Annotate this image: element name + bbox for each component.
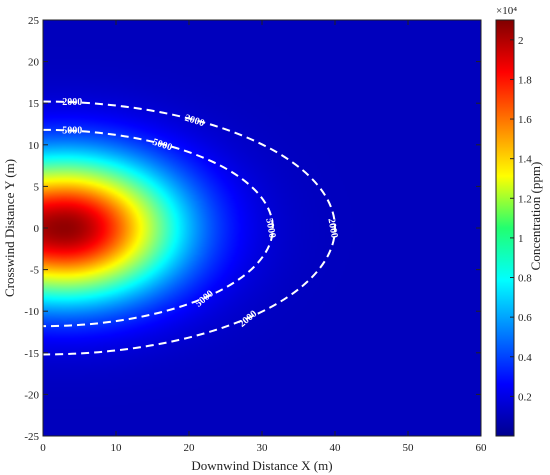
y-tick-label: 5: [34, 181, 40, 193]
colorbar-tick-label: 0.4: [518, 352, 532, 364]
x-tick-label: 10: [111, 442, 123, 454]
x-tick-label: 60: [476, 442, 488, 454]
contour-label: 2000: [325, 217, 339, 239]
colorbar-tick-label: 1.8: [518, 74, 532, 86]
y-tick-label: 15: [28, 98, 40, 110]
contour-line-5000: [43, 128, 274, 328]
y-tick-label: 0: [34, 223, 40, 235]
x-tick-label: 40: [330, 442, 342, 454]
y-tick-label: 20: [28, 57, 40, 69]
x-tick-label: 30: [257, 442, 269, 454]
colorbar-gradient: [495, 19, 515, 437]
colorbar-tick-label: 1.6: [518, 114, 532, 126]
y-axis-label: Crosswind Distance Y (m): [2, 159, 17, 297]
heatmap-field: [43, 20, 481, 436]
x-axis-label: Downwind Distance X (m): [191, 458, 332, 473]
colorbar-label: Concentration (ppm): [528, 162, 543, 271]
contour-label: 2000: [62, 97, 82, 108]
y-tick-label: -10: [24, 306, 39, 318]
y-tick-label: -20: [24, 389, 39, 401]
x-tick-label: 0: [40, 442, 46, 454]
colorbar-tick-label: 2: [518, 35, 524, 47]
x-axis-ticks: 0 10 20 30 40 50 60: [40, 20, 487, 454]
y-tick-label: -15: [24, 348, 39, 360]
y-tick-label: 10: [28, 140, 40, 152]
colorbar-tick-label: 0.8: [518, 273, 532, 285]
colorbar-exponent: ×10⁴: [496, 5, 517, 17]
x-tick-label: 20: [184, 442, 196, 454]
colorbar-tick-label: 1: [518, 233, 524, 245]
contour-label: 5000: [263, 217, 277, 239]
colorbar-tick-label: 0.6: [518, 312, 532, 324]
colorbar-tick-label: 1.4: [518, 154, 532, 166]
contour-label: 5000: [62, 125, 82, 136]
colorbar: 2 1.8 1.6 1.4 1.2 1 0.8 0.6 0.4 0.2 ×10⁴ Concentr…: [495, 5, 543, 437]
contour-line-2000: [43, 100, 336, 356]
colorbar-tick-label: 0.2: [518, 391, 532, 403]
y-axis-ticks: 25 20 15 10 5 0 -5 -10 -15 -20 -25: [24, 15, 481, 443]
y-tick-label: 25: [28, 15, 40, 27]
y-tick-label: -5: [30, 265, 40, 277]
y-tick-label: -25: [24, 431, 39, 443]
x-tick-label: 50: [403, 442, 415, 454]
colorbar-tick-label: 1.2: [518, 193, 532, 205]
colorbar-ticks: 2 1.8 1.6 1.4 1.2 1 0.8 0.6 0.4 0.2: [510, 35, 532, 403]
